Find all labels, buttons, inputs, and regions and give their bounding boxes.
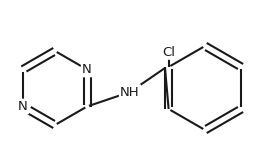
Text: N: N	[18, 100, 28, 113]
Text: N: N	[82, 63, 92, 76]
Text: NH: NH	[120, 86, 140, 98]
Text: Cl: Cl	[162, 46, 175, 58]
